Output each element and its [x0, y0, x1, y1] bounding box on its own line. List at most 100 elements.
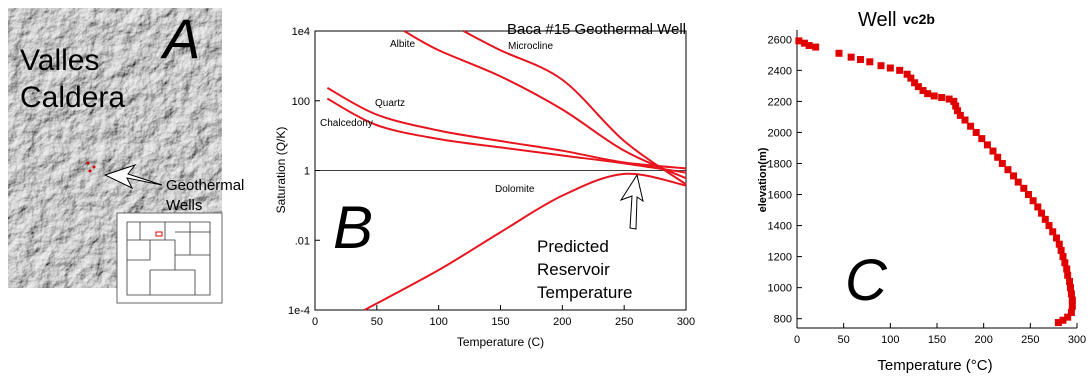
y-tick-label: 800 [774, 314, 792, 326]
map-title: Caldera [20, 81, 125, 114]
point [994, 154, 1001, 161]
x-tick-label: 50 [371, 316, 383, 328]
point [962, 117, 969, 124]
point [887, 65, 894, 72]
y-tick-label: 1800 [768, 158, 792, 170]
point [990, 148, 997, 155]
y-tick-label: 1e4 [292, 26, 310, 38]
map-panel: Valles Caldera A Geothermal Wells [8, 7, 244, 303]
x-tick-label: 150 [928, 334, 946, 346]
x-tick-label: 150 [491, 316, 509, 328]
y-tick-label: 2400 [768, 65, 792, 77]
point [931, 92, 938, 99]
point [1038, 210, 1045, 217]
point [812, 44, 819, 51]
annotation: Predicted [537, 237, 609, 256]
y-tick-label: 2600 [768, 34, 792, 46]
point [1020, 185, 1027, 192]
x-axis-label: Temperature (°C) [877, 357, 992, 374]
chart-title: Well [858, 9, 897, 31]
point [984, 141, 991, 148]
point [1004, 166, 1011, 173]
curve-label: Microcline [508, 41, 553, 52]
y-tick-label: 1 [304, 166, 310, 178]
figure: Valles Caldera A Geothermal Wells 050100… [0, 0, 1090, 377]
point [896, 67, 903, 74]
y-tick-label: 2200 [768, 96, 792, 108]
point [1025, 191, 1032, 198]
y-tick-label: .01 [295, 235, 310, 247]
panel-letter: A [160, 7, 200, 70]
point [1042, 216, 1049, 223]
map-title: Valles [20, 44, 99, 77]
point [1069, 303, 1076, 310]
chart-title: Baca #15 Geothermal Well [507, 21, 686, 38]
point [1064, 272, 1071, 279]
y-tick-label: 1400 [768, 221, 792, 233]
point [938, 94, 945, 101]
point [978, 135, 985, 142]
point [1034, 203, 1041, 210]
point [1049, 228, 1056, 235]
point [848, 54, 855, 61]
chart: 0501001502002503008001000120014001600180… [757, 9, 1086, 374]
point [1030, 197, 1037, 204]
y-tick-label: 1000 [768, 283, 792, 295]
point [1010, 172, 1017, 179]
x-tick-label: 100 [881, 334, 899, 346]
x-tick-label: 50 [838, 334, 850, 346]
curve-label: Dolomite [495, 184, 535, 195]
point [806, 42, 813, 49]
x-axis-label: Temperature (C) [457, 335, 544, 349]
map-label: Geothermal [166, 177, 244, 194]
point [857, 56, 864, 63]
y-axis-label: elevation(m) [757, 147, 769, 212]
x-tick-label: 200 [974, 334, 992, 346]
point [924, 90, 931, 97]
y-tick-label: 1600 [768, 190, 792, 202]
chart: 0501001502002503001e-4.0111001e4AlbiteMi… [274, 21, 695, 349]
curve-label: Chalcedony [320, 118, 373, 129]
y-axis-label: Saturation (Q/K) [274, 127, 288, 214]
panel-letter: B [333, 194, 373, 261]
y-tick-label: 100 [292, 96, 310, 108]
point [1046, 222, 1053, 229]
point [1069, 297, 1076, 304]
x-tick-label: 250 [615, 316, 633, 328]
point [967, 123, 974, 130]
x-tick-label: 200 [553, 316, 571, 328]
panel-letter: C [845, 248, 888, 313]
point [1066, 278, 1073, 285]
map-label: Wells [166, 197, 202, 214]
well-dot [89, 170, 92, 173]
point [1068, 290, 1075, 297]
point [973, 129, 980, 136]
point [1058, 247, 1065, 254]
annotation: Temperature [537, 283, 632, 302]
x-tick-label: 300 [1068, 334, 1086, 346]
x-tick-label: 300 [677, 316, 695, 328]
inset-map [117, 213, 222, 303]
x-tick-label: 100 [429, 316, 447, 328]
y-tick-label: 1e-4 [288, 305, 310, 317]
chart-title-suffix: vc2b [903, 11, 935, 27]
curve-label: Albite [390, 39, 415, 50]
point [999, 160, 1006, 167]
well-dot [93, 166, 96, 169]
y-tick-label: 2000 [768, 127, 792, 139]
point [1056, 241, 1063, 248]
x-tick-label: 250 [1021, 334, 1039, 346]
point [1015, 179, 1022, 186]
point [1055, 319, 1062, 326]
point [1067, 284, 1074, 291]
point [1060, 253, 1067, 260]
annotation-arrow [621, 175, 643, 229]
point [836, 50, 843, 57]
point [1053, 234, 1060, 241]
point [1061, 259, 1068, 266]
well-dot [87, 162, 90, 165]
point [878, 62, 885, 69]
curve [327, 99, 686, 173]
y-tick-label: 1200 [768, 252, 792, 264]
annotation: Reservoir [537, 260, 610, 279]
